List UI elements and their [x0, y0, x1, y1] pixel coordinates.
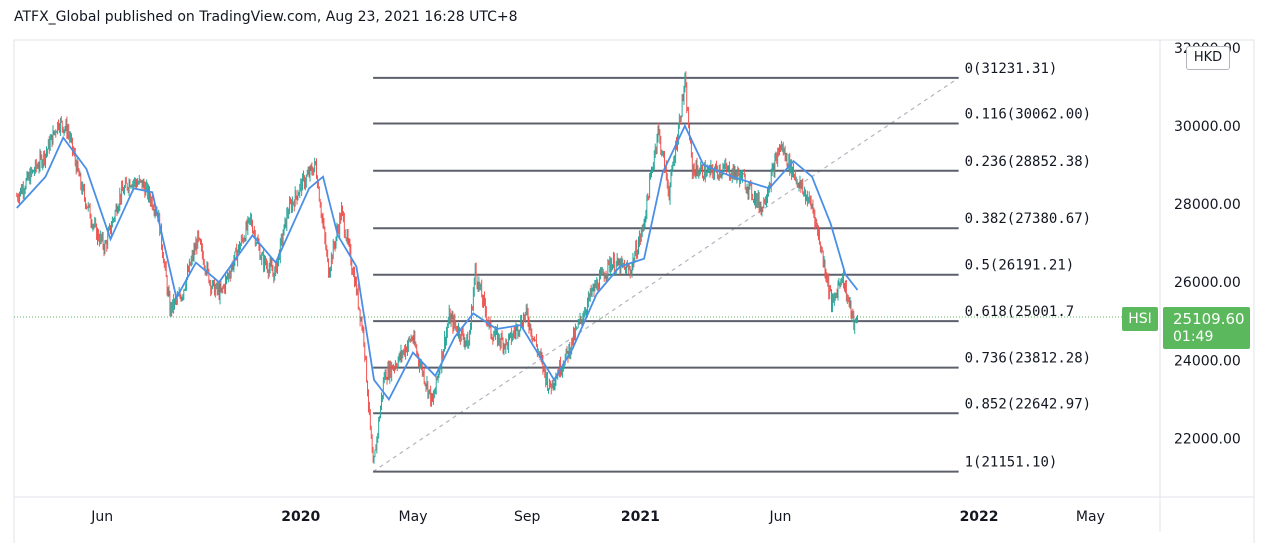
symbol-tag: HSI [1122, 307, 1158, 331]
y-tick-label: 24000.00 [1174, 353, 1241, 369]
currency-badge[interactable]: HKD [1186, 46, 1230, 70]
fib-level-label: 0.618(25001.7 [965, 304, 1075, 320]
y-tick-label: 26000.00 [1174, 275, 1241, 291]
moving-average-line [16, 123, 859, 402]
fib-level-label: 1(21151.10) [965, 455, 1058, 471]
fib-level-label: 0.5(26191.21) [965, 258, 1075, 274]
last-price-box: 25109.60 01:49 [1163, 307, 1250, 349]
x-tick-label: 2021 [621, 509, 660, 525]
fib-retracement[interactable]: 0(31231.31) 0.116(30062.00) 0.236(28852.38… [372, 61, 1091, 473]
y-tick-label: 30000.00 [1174, 119, 1241, 135]
fib-level-label: 0(31231.31) [965, 61, 1058, 77]
fib-level-label: 0.852(22642.97) [965, 396, 1091, 412]
x-tick-label: Jun [769, 509, 792, 525]
moving-average-series [16, 123, 859, 402]
fib-level-label: 0.236(28852.38) [965, 154, 1091, 170]
x-tick-label: May [1076, 509, 1105, 525]
y-tick-label: 28000.00 [1174, 197, 1241, 213]
bar-countdown: 01:49 [1173, 329, 1214, 345]
candlestick-series [16, 71, 858, 464]
last-price-value: 25109.60 [1173, 310, 1245, 328]
fib-level-label: 0.116(30062.00) [965, 107, 1091, 123]
x-tick-label: 2022 [960, 509, 999, 525]
fib-level-label: 0.736(23812.28) [965, 351, 1091, 367]
fib-level-label: 0.382(27380.67) [965, 211, 1091, 227]
x-tick-label: Jun [90, 509, 113, 525]
x-tick-label: Sep [514, 509, 541, 525]
x-tick-label: 2020 [281, 509, 320, 525]
chart-attribution: ATFX_Global published on TradingView.com… [14, 9, 518, 25]
x-tick-label: May [399, 509, 428, 525]
plot-border [13, 39, 1255, 543]
y-tick-label: 22000.00 [1174, 431, 1241, 447]
